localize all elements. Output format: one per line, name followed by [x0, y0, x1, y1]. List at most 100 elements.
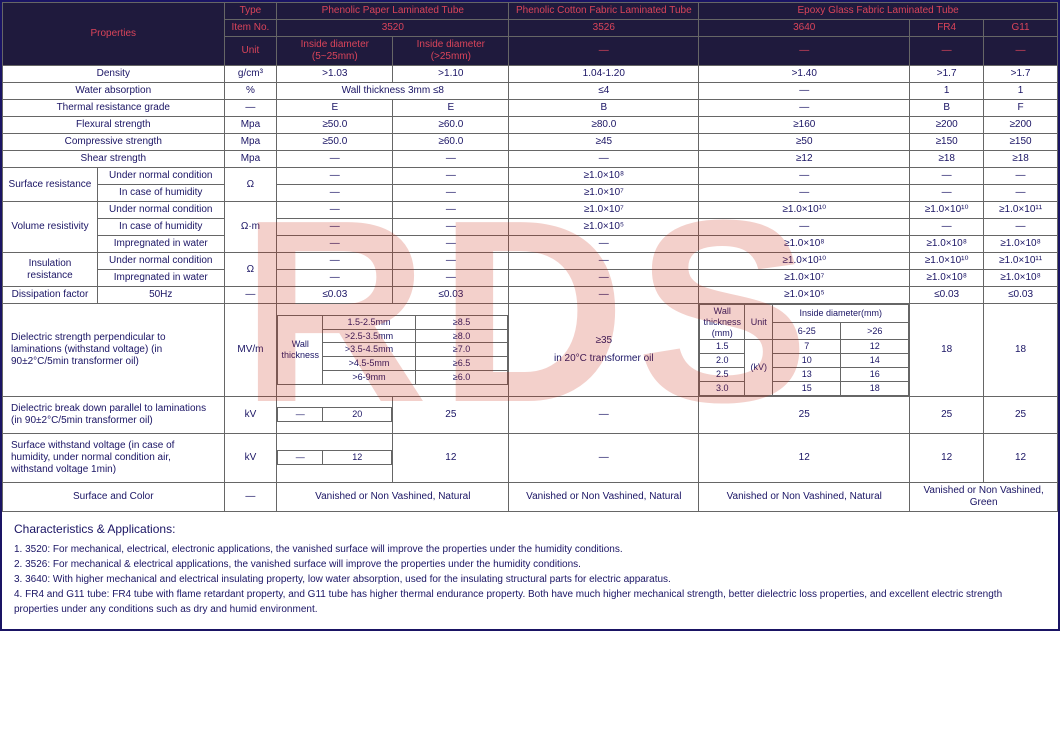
surfres-h-b: ≥1.0×10⁷	[509, 185, 699, 202]
row-insres-normal: Insulation resistance Under normal condi…	[3, 253, 1058, 270]
surfres-h-a1: —	[277, 185, 393, 202]
dielperp-b-bot: in 20°C transformer oil	[512, 353, 695, 365]
volres-water-cond: Impregnated in water	[97, 236, 224, 253]
wabs-a: Wall thickness 3mm ≤8	[277, 83, 509, 100]
wabs-b: ≤4	[509, 83, 699, 100]
notes-item-1: 2. 3526: For mechanical & electrical app…	[14, 557, 1046, 572]
density-label: Density	[3, 66, 225, 83]
spec-table: Properties Type Phenolic Paper Laminated…	[2, 2, 1058, 512]
dielpar-d: 25	[910, 396, 984, 433]
row-surfres-humid: In case of humidity — — ≥1.0×10⁷ — — —	[3, 185, 1058, 202]
row-surfres-normal: Surface resistance Under normal conditio…	[3, 168, 1058, 185]
surfwv-d: 12	[910, 433, 984, 482]
row-comp: Compressive strength Mpa ≥50.0 ≥60.0 ≥45…	[3, 134, 1058, 151]
hdr-type: Type	[224, 3, 277, 20]
dielpar-c: 25	[699, 396, 910, 433]
dielperp-d: 18	[910, 304, 984, 397]
dielperp-sub-v4: ≥6.0	[415, 370, 508, 384]
dielperp-c-v11: 10	[773, 354, 841, 368]
volres-w-e: ≥1.0×10⁸	[984, 236, 1058, 253]
row-volres-humid: In case of humidity — — ≥1.0×10⁵ — — —	[3, 219, 1058, 236]
dielperp-e: 18	[984, 304, 1058, 397]
surfres-h-a2: —	[393, 185, 509, 202]
volres-normal-cond: Under normal condition	[97, 202, 224, 219]
wabs-c: —	[699, 83, 910, 100]
hdr-unit: Unit	[224, 37, 277, 66]
volres-n-e: ≥1.0×10¹¹	[984, 202, 1058, 219]
thermal-label: Thermal resistance grade	[3, 100, 225, 117]
surfres-humid-cond: In case of humidity	[97, 185, 224, 202]
dielperp-c-r1: 6-25	[773, 322, 841, 340]
comp-e: ≥150	[984, 134, 1058, 151]
density-b: 1.04-1.20	[509, 66, 699, 83]
hdr-3520: 3520	[277, 20, 509, 37]
diss-unit: —	[224, 287, 277, 304]
density-e: >1.7	[984, 66, 1058, 83]
insres-n-d: ≥1.0×10¹⁰	[910, 253, 984, 270]
insres-unit: Ω	[224, 253, 277, 287]
dielperp-c-unit: Unit	[745, 305, 773, 340]
dielpar-b: —	[509, 396, 699, 433]
hdr-properties: Properties	[3, 3, 225, 66]
shear-label: Shear strength	[3, 151, 225, 168]
dielperp-sub-v1: ≥8.0	[415, 329, 508, 343]
color-c: Vanished or Non Vashined, Natural	[699, 482, 910, 511]
flex-unit: Mpa	[224, 117, 277, 134]
dielperp-c-v31: 15	[773, 381, 841, 395]
hdr-epoxy: Epoxy Glass Fabric Laminated Tube	[699, 3, 1058, 20]
surfres-h-c: —	[699, 185, 910, 202]
volres-w-b: —	[509, 236, 699, 253]
surfwv-e: 12	[984, 433, 1058, 482]
dielperp-c-t1: 2.0	[700, 354, 745, 368]
notes-item-3: 4. FR4 and G11 tube: FR4 tube with flame…	[14, 587, 1046, 617]
notes-item-2: 3. 3640: With higher mechanical and elec…	[14, 572, 1046, 587]
volres-w-c: ≥1.0×10⁸	[699, 236, 910, 253]
thermal-c: —	[699, 100, 910, 117]
surfres-n-b: ≥1.0×10⁸	[509, 168, 699, 185]
comp-a2: ≥60.0	[393, 134, 509, 151]
insres-w-a2: —	[393, 270, 509, 287]
wabs-d: 1	[910, 83, 984, 100]
surfres-n-d: —	[910, 168, 984, 185]
shear-a2: —	[393, 151, 509, 168]
hdr-phen-paper: Phenolic Paper Laminated Tube	[277, 3, 509, 20]
dielpar-a: — 20	[277, 396, 393, 433]
surfres-normal-cond: Under normal condition	[97, 168, 224, 185]
wabs-unit: %	[224, 83, 277, 100]
surfres-n-c: —	[699, 168, 910, 185]
dielperp-sub-r2: >3.5-4.5mm	[323, 343, 416, 357]
dielperp-c-sub: Wall thickness (mm) Unit Inside diameter…	[699, 304, 910, 397]
volres-w-d: ≥1.0×10⁸	[910, 236, 984, 253]
dielperp-c-v32: 18	[841, 381, 909, 395]
diss-a2: ≤0.03	[393, 287, 509, 304]
color-de: Vanished or Non Vashined, Green	[910, 482, 1058, 511]
wabs-e: 1	[984, 83, 1058, 100]
hdr-3640: 3640	[699, 20, 910, 37]
flex-e: ≥200	[984, 117, 1058, 134]
hdr-itemno: Item No.	[224, 20, 277, 37]
color-b: Vanished or Non Vashined, Natural	[509, 482, 699, 511]
hdr-3526: 3526	[509, 20, 699, 37]
volres-label: Volume resistivity	[3, 202, 98, 253]
comp-b: ≥45	[509, 134, 699, 151]
comp-unit: Mpa	[224, 134, 277, 151]
insres-w-a1: —	[277, 270, 393, 287]
dielperp-c-kv: (kV)	[745, 340, 773, 395]
diss-cond: 50Hz	[97, 287, 224, 304]
surfres-label: Surface resistance	[3, 168, 98, 202]
dielpar-label: Dielectric break down parallel to lamina…	[3, 396, 225, 433]
dielperp-c-v12: 14	[841, 354, 909, 368]
insres-n-c: ≥1.0×10¹⁰	[699, 253, 910, 270]
shear-unit: Mpa	[224, 151, 277, 168]
insres-w-e: ≥1.0×10⁸	[984, 270, 1058, 287]
surfres-h-e: —	[984, 185, 1058, 202]
hdr-dash-c: —	[699, 37, 910, 66]
density-a1: >1.03	[277, 66, 393, 83]
row-density: Density g/cm³ >1.03 >1.10 1.04-1.20 >1.4…	[3, 66, 1058, 83]
row-surfwv: Surface withstand voltage (in case of hu…	[3, 433, 1058, 482]
color-label: Surface and Color	[3, 482, 225, 511]
flex-a2: ≥60.0	[393, 117, 509, 134]
dielperp-unit: MV/m	[224, 304, 277, 397]
shear-b: —	[509, 151, 699, 168]
surfwv-a1: 12	[323, 451, 392, 465]
